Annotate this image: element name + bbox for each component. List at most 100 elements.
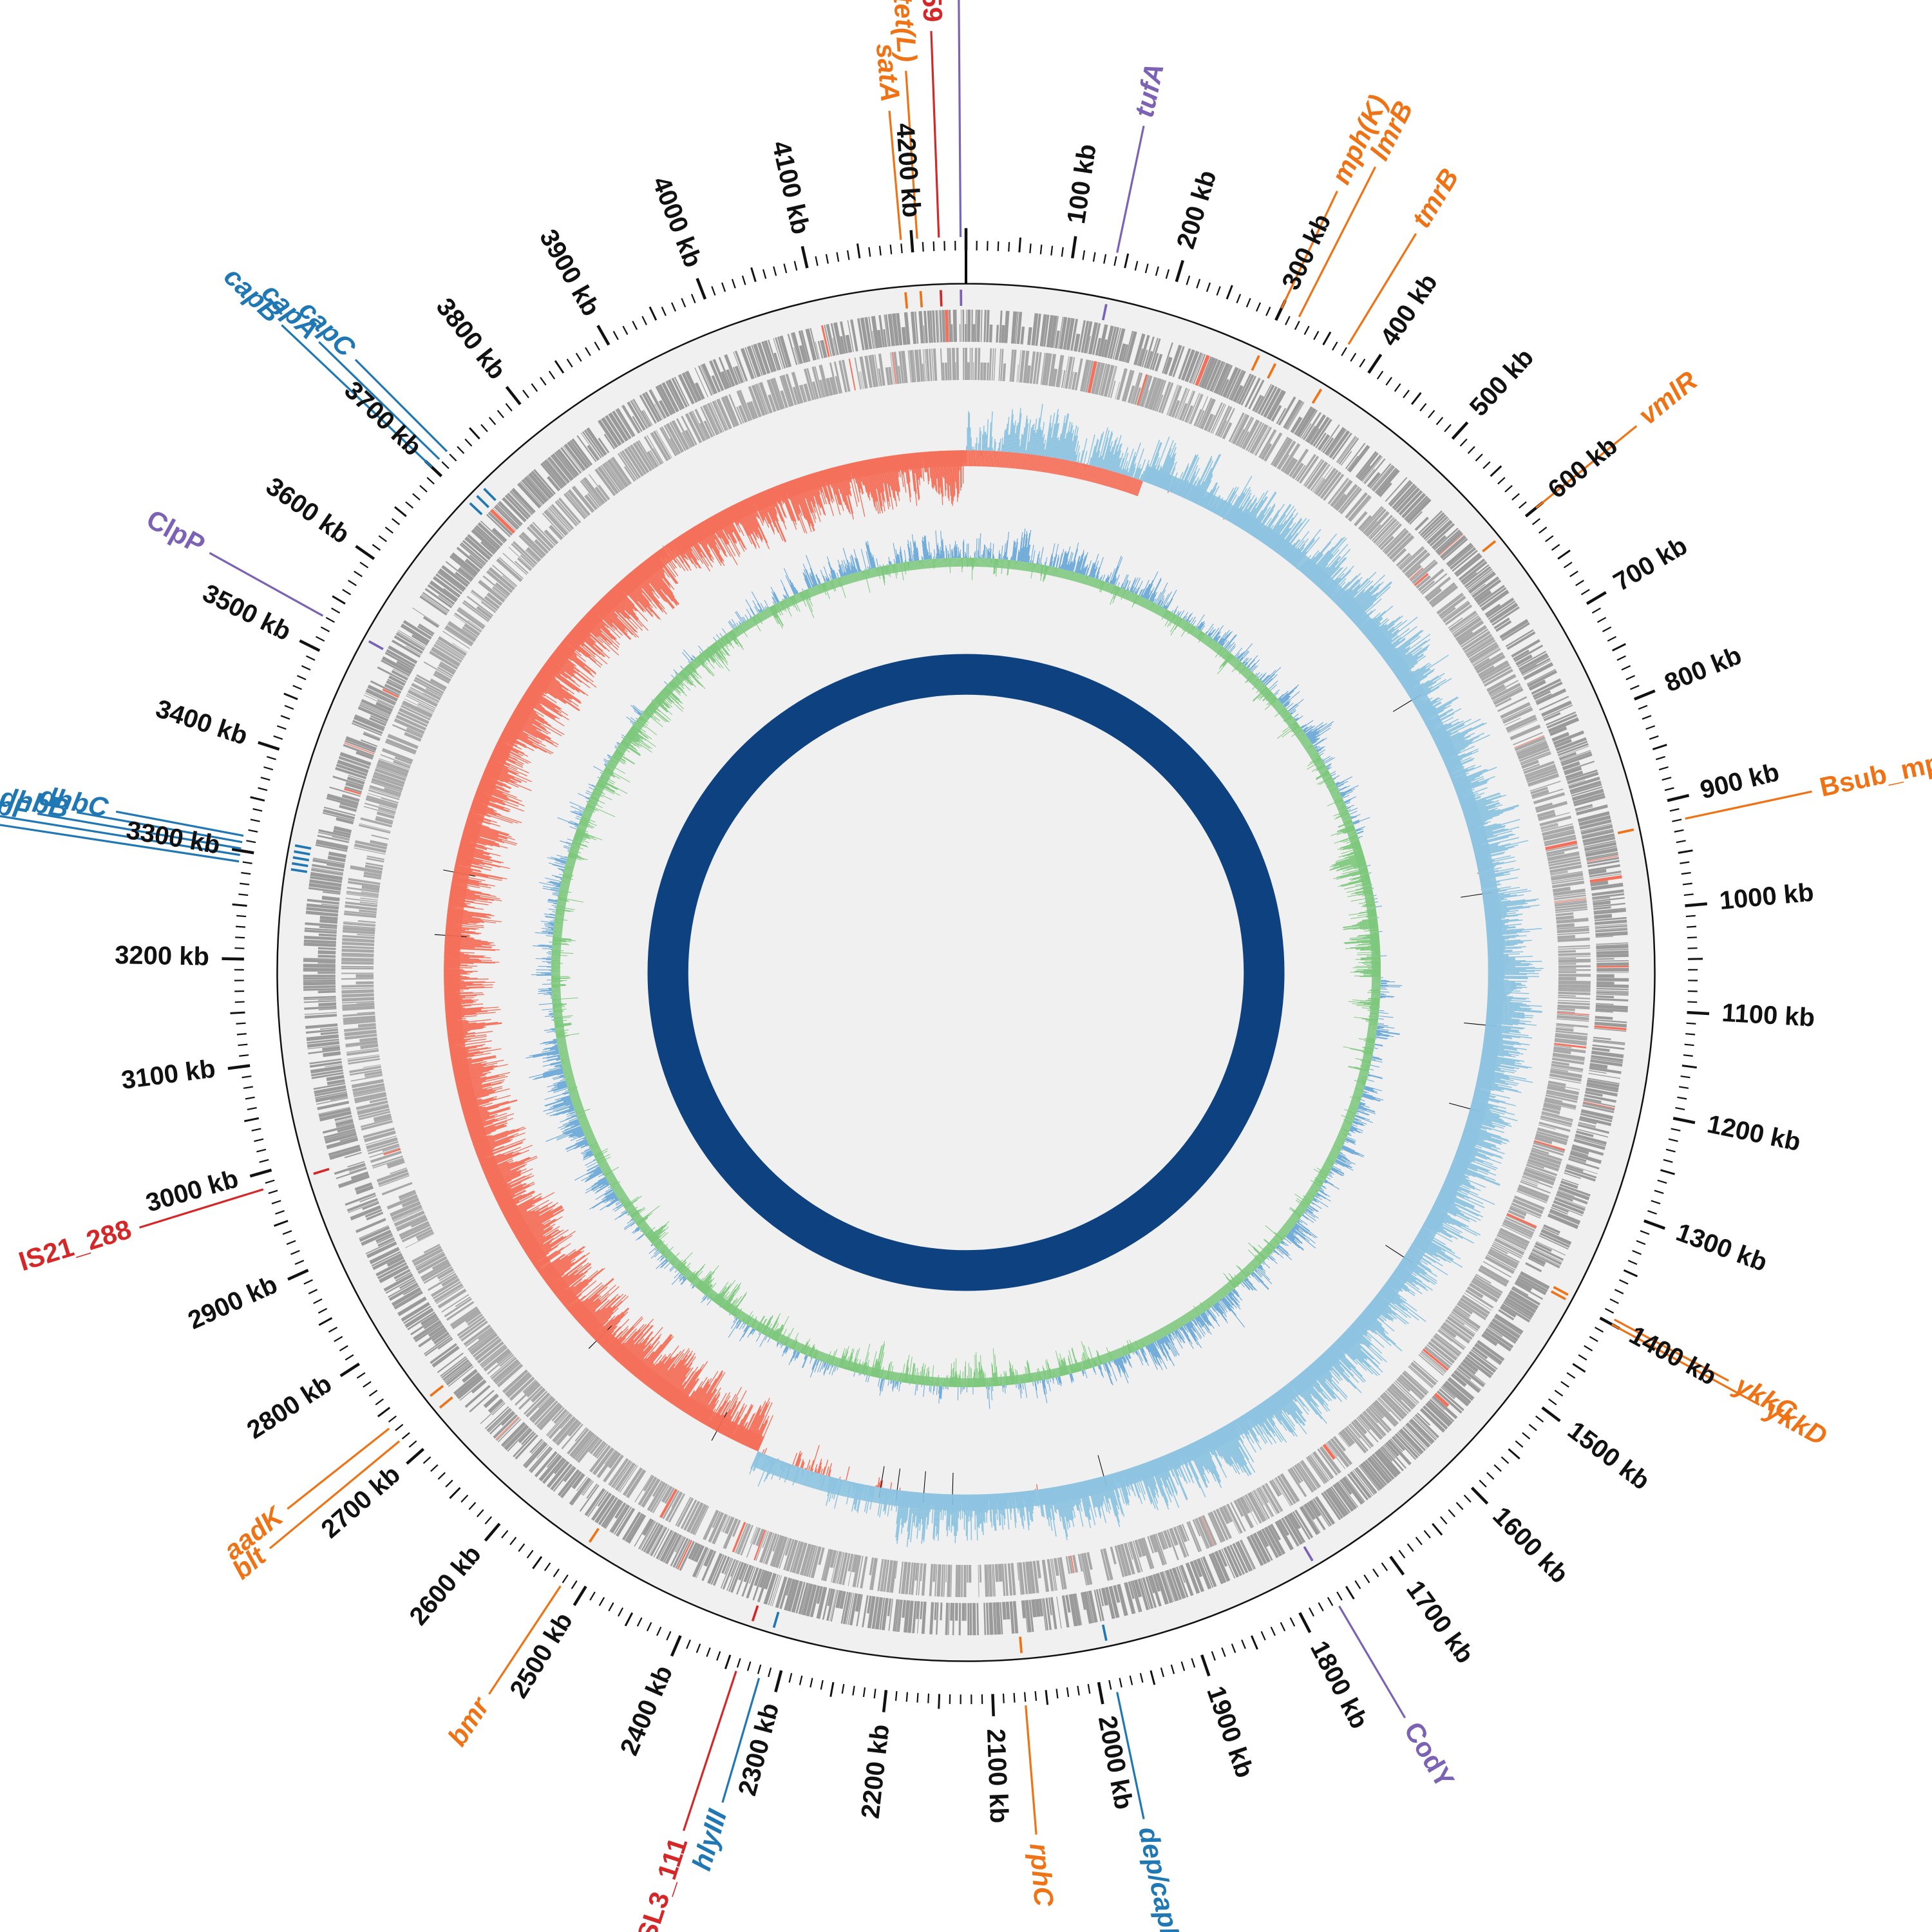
label-leader-line	[287, 1427, 390, 1510]
gene-label-amr[interactable]: bmr	[442, 1690, 496, 1751]
axis-tick-label: 4200 kb	[891, 122, 926, 219]
gene-label-virulence[interactable]: hlyIII	[686, 1805, 732, 1873]
axis-tick-label: 100 kb	[1062, 142, 1102, 226]
label-leader-line	[1338, 1605, 1406, 1719]
label-leader-line	[0, 815, 240, 857]
label-leader-line	[721, 1678, 761, 1803]
axis-tick-label: 300 kb	[1276, 209, 1336, 294]
label-leader-line	[0, 824, 240, 863]
gene-label-other[interactable]: tufA	[1129, 61, 1170, 120]
axis-tick-label: 1100 kb	[1721, 999, 1815, 1032]
gene-marker	[772, 1611, 780, 1628]
label-leader-line	[958, 0, 962, 238]
label-leader-line	[1613, 1318, 1729, 1382]
gene-marker	[1482, 540, 1497, 553]
label-leader-line	[115, 810, 244, 837]
axis-tick-label: 2400 kb	[615, 1662, 678, 1759]
label-leader-line	[269, 1440, 401, 1549]
axis-tick-label: 900 kb	[1698, 758, 1782, 804]
gene-marker	[904, 292, 909, 309]
axis-tick-label: 2600 kb	[404, 1540, 486, 1630]
axis-tick-label: 4100 kb	[766, 138, 815, 237]
label-leader-line	[930, 31, 940, 238]
label-leader-line	[1280, 191, 1338, 309]
gene-label-is[interactable]: ISL3_111	[629, 1833, 693, 1932]
axis-tick-label: 2200 kb	[856, 1723, 895, 1820]
gene-label-is[interactable]: IS21_288	[15, 1214, 135, 1277]
gc-content-group	[526, 528, 1403, 1409]
label-leader-line	[1298, 166, 1376, 317]
axis-tick-label: 3600 kb	[261, 472, 355, 549]
gene-marker	[919, 290, 923, 308]
gene-ring-group	[290, 289, 1634, 1653]
axis-tick-label: 3400 kb	[153, 694, 251, 750]
gene-marker	[1303, 1546, 1314, 1562]
axis-tick-label: 3000 kb	[143, 1164, 242, 1217]
gc-skew-group	[434, 404, 1544, 1548]
axis-tick-label: 500 kb	[1464, 343, 1539, 422]
label-leader-line	[1611, 1323, 1760, 1406]
gene-marker	[290, 868, 308, 873]
label-leader-line	[888, 110, 902, 240]
label-leader-line	[1685, 790, 1812, 820]
gene-marker	[469, 502, 483, 516]
gene-label-amr[interactable]: tmrB	[1406, 163, 1464, 232]
axis-tick-label: 2100 kb	[981, 1728, 1013, 1824]
label-leader-line	[905, 70, 918, 239]
axis-tick-label: 600 kb	[1543, 431, 1623, 504]
axis-tick-label: 1600 kb	[1487, 1502, 1573, 1589]
gene-label-is[interactable]: IS21_259	[914, 0, 949, 23]
gene-label-amr[interactable]: tet(L)	[888, 0, 923, 63]
gene-marker	[939, 290, 943, 307]
gene-marker	[1101, 1624, 1108, 1642]
label-leader-line	[354, 359, 448, 453]
axis-tick-label: 2300 kb	[733, 1700, 784, 1799]
label-leader-line	[281, 324, 433, 468]
gene-label-other[interactable]: ClpP	[142, 504, 210, 560]
axis-tick-label: 200 kb	[1171, 167, 1222, 252]
axis-tick-label: 700 kb	[1609, 531, 1692, 596]
gene-marker	[1311, 388, 1323, 404]
gene-label-amr[interactable]: rphC	[1024, 1842, 1059, 1908]
label-leader-line	[318, 341, 440, 460]
gene-label-amr[interactable]: vmlR	[1633, 365, 1703, 431]
gene-label-virulence[interactable]: dep/capD	[1133, 1824, 1188, 1932]
gene-label-amr[interactable]: satA	[871, 42, 906, 103]
axis-tick-label: 1700 kb	[1401, 1575, 1479, 1669]
gene-label-amr[interactable]: Bsub_mprF	[1817, 741, 1932, 802]
gene-marker	[1553, 1285, 1569, 1296]
axis-tick-label: 1800 kb	[1305, 1636, 1374, 1733]
axis-tick-label: 1200 kb	[1705, 1110, 1803, 1157]
label-leader-line	[488, 1585, 562, 1695]
axis-tick-label: 1900 kb	[1201, 1683, 1259, 1781]
gene-marker	[1019, 1636, 1023, 1653]
gene-label-other[interactable]: CodY	[1398, 1717, 1460, 1793]
label-leader-line	[37, 812, 242, 850]
gene-marker	[430, 1385, 444, 1397]
axis-tick-label: 3500 kb	[198, 579, 296, 647]
axis-tick-label: 1000 kb	[1718, 878, 1815, 915]
gene-marker	[1251, 355, 1260, 371]
axis-tick-label: 1300 kb	[1672, 1218, 1771, 1277]
axis-tick-label: 3800 kb	[431, 293, 511, 385]
gene-marker	[439, 1396, 453, 1409]
gene-marker	[1550, 1290, 1566, 1301]
gene-marker	[1267, 363, 1276, 379]
gene-marker	[313, 1168, 330, 1175]
axis-tick-label: 1500 kb	[1562, 1416, 1655, 1496]
gene-marker	[1101, 303, 1108, 321]
gene-marker	[588, 1528, 600, 1543]
label-leader-line	[209, 552, 324, 617]
axis-tick-label: 3100 kb	[120, 1054, 217, 1095]
label-leader-line	[1347, 232, 1417, 345]
gene-marker	[368, 640, 384, 650]
gene-marker	[294, 850, 310, 856]
axis-tick-label: 1400 kb	[1625, 1321, 1721, 1391]
label-leader-line	[1025, 1705, 1037, 1835]
label-leader-line	[683, 1671, 737, 1832]
axis-tick-label: 3900 kb	[534, 225, 605, 321]
axis-tick-label: 800 kb	[1661, 641, 1746, 698]
gene-marker	[960, 289, 963, 307]
